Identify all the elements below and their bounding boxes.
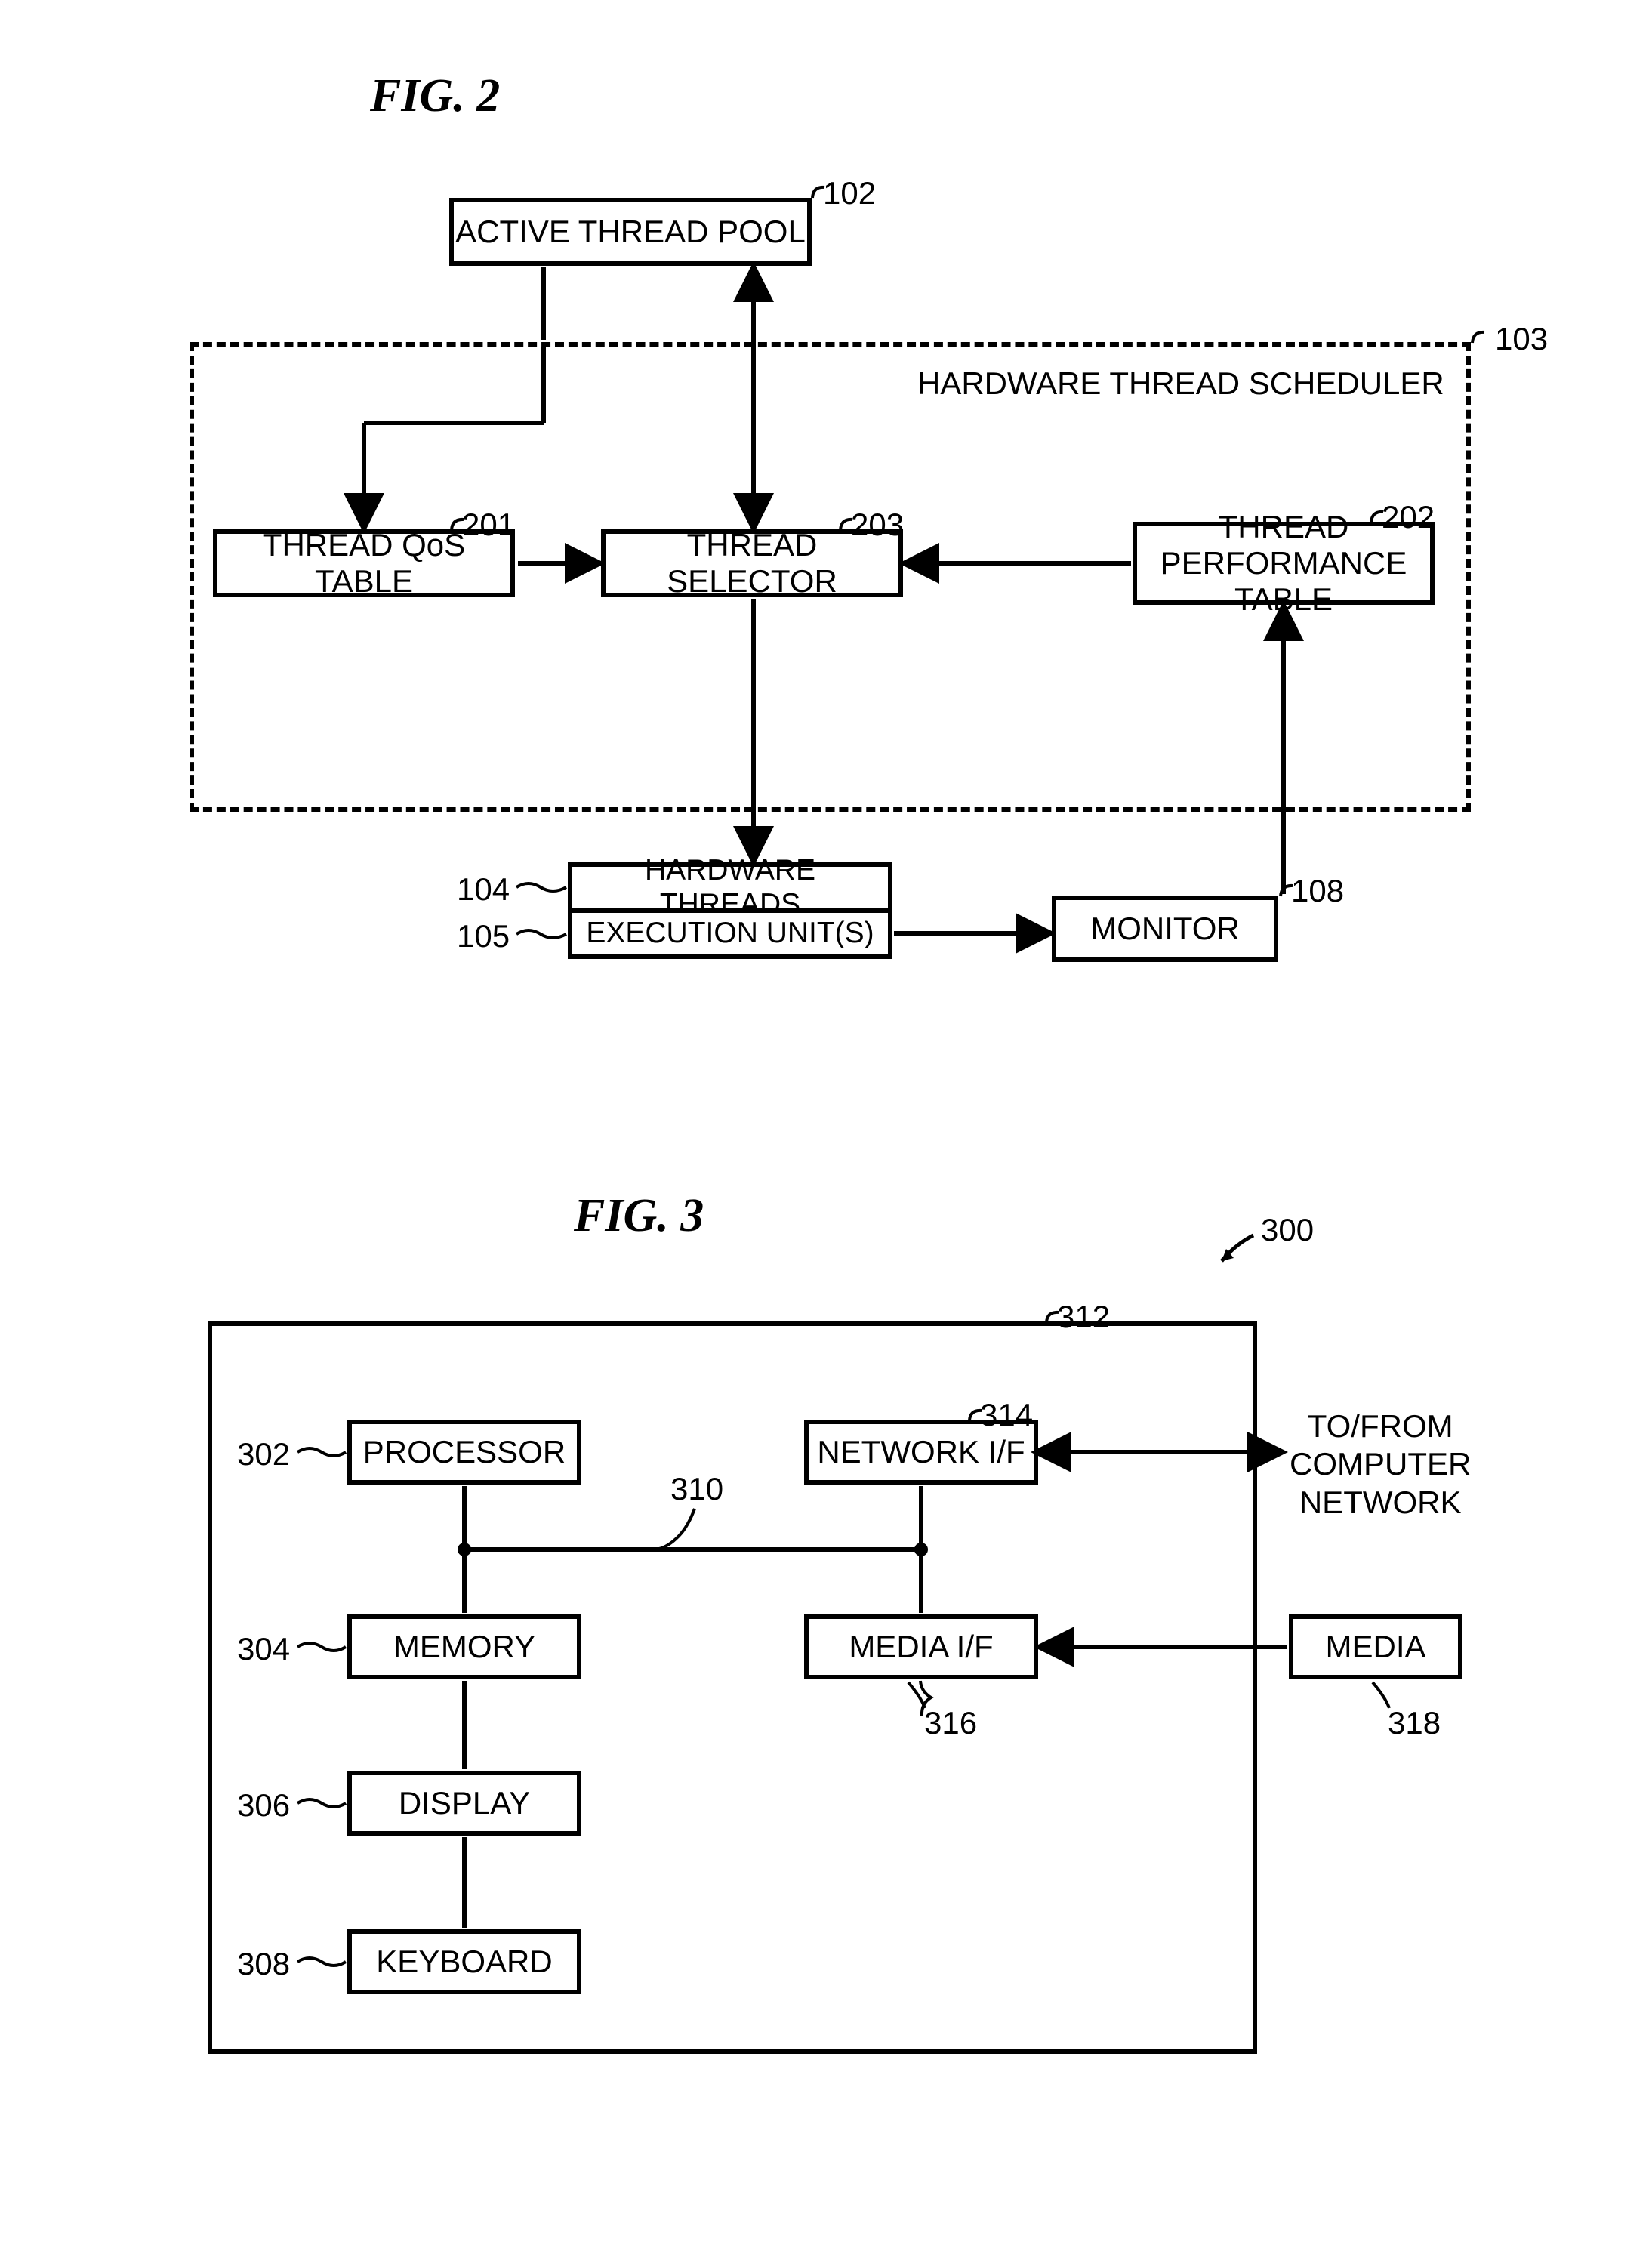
- ref-312: 312: [1057, 1299, 1110, 1335]
- ref-302: 302: [237, 1436, 290, 1472]
- hardware-threads-box: HARDWARE THREADS: [568, 862, 892, 913]
- execution-units-text: EXECUTION UNIT(S): [586, 917, 874, 951]
- ref-202: 202: [1382, 499, 1435, 535]
- network-if-text: NETWORK I/F: [817, 1434, 1025, 1470]
- media-if-box: MEDIA I/F: [804, 1614, 1038, 1679]
- media-box: MEDIA: [1289, 1614, 1462, 1679]
- keyboard-box: KEYBOARD: [347, 1929, 581, 1994]
- ref-105: 105: [457, 918, 510, 954]
- ref-310: 310: [670, 1471, 723, 1507]
- ref-308: 308: [237, 1946, 290, 1982]
- ref-304: 304: [237, 1631, 290, 1667]
- ref-102: 102: [823, 175, 876, 211]
- processor-text: PROCESSOR: [363, 1434, 566, 1470]
- media-if-text: MEDIA I/F: [849, 1629, 993, 1665]
- network-external-label: TO/FROM COMPUTER NETWORK: [1290, 1408, 1471, 1522]
- ref-300: 300: [1261, 1212, 1314, 1248]
- netlabel-line3: NETWORK: [1290, 1484, 1471, 1522]
- ref-104: 104: [457, 871, 510, 908]
- thread-performance-line2: PERFORMANCE TABLE: [1137, 545, 1430, 618]
- hardware-thread-scheduler-label: HARDWARE THREAD SCHEDULER: [917, 365, 1444, 402]
- fig3-title: FIG. 3: [574, 1189, 704, 1243]
- ref-314: 314: [980, 1397, 1033, 1433]
- active-thread-pool-box: ACTIVE THREAD POOL: [449, 198, 812, 266]
- keyboard-text: KEYBOARD: [376, 1944, 552, 1980]
- ref-306: 306: [237, 1787, 290, 1824]
- ref-316: 316: [924, 1705, 977, 1741]
- display-text: DISPLAY: [399, 1785, 530, 1821]
- thread-performance-line1: THREAD: [1219, 509, 1349, 545]
- monitor-box: MONITOR: [1052, 896, 1278, 962]
- media-text: MEDIA: [1325, 1629, 1425, 1665]
- ref-203: 203: [851, 507, 904, 543]
- ref-318: 318: [1388, 1705, 1441, 1741]
- memory-box: MEMORY: [347, 1614, 581, 1679]
- ref-103: 103: [1495, 321, 1548, 357]
- display-box: DISPLAY: [347, 1771, 581, 1836]
- ref-201: 201: [462, 507, 515, 543]
- processor-box: PROCESSOR: [347, 1420, 581, 1485]
- monitor-text: MONITOR: [1090, 911, 1240, 947]
- ref-108: 108: [1291, 873, 1344, 909]
- memory-text: MEMORY: [393, 1629, 535, 1665]
- fig2-title: FIG. 2: [370, 69, 500, 123]
- netlabel-line2: COMPUTER: [1290, 1445, 1471, 1483]
- netlabel-line1: TO/FROM: [1290, 1408, 1471, 1445]
- active-thread-pool-text: ACTIVE THREAD POOL: [455, 214, 806, 250]
- execution-units-box: EXECUTION UNIT(S): [568, 908, 892, 959]
